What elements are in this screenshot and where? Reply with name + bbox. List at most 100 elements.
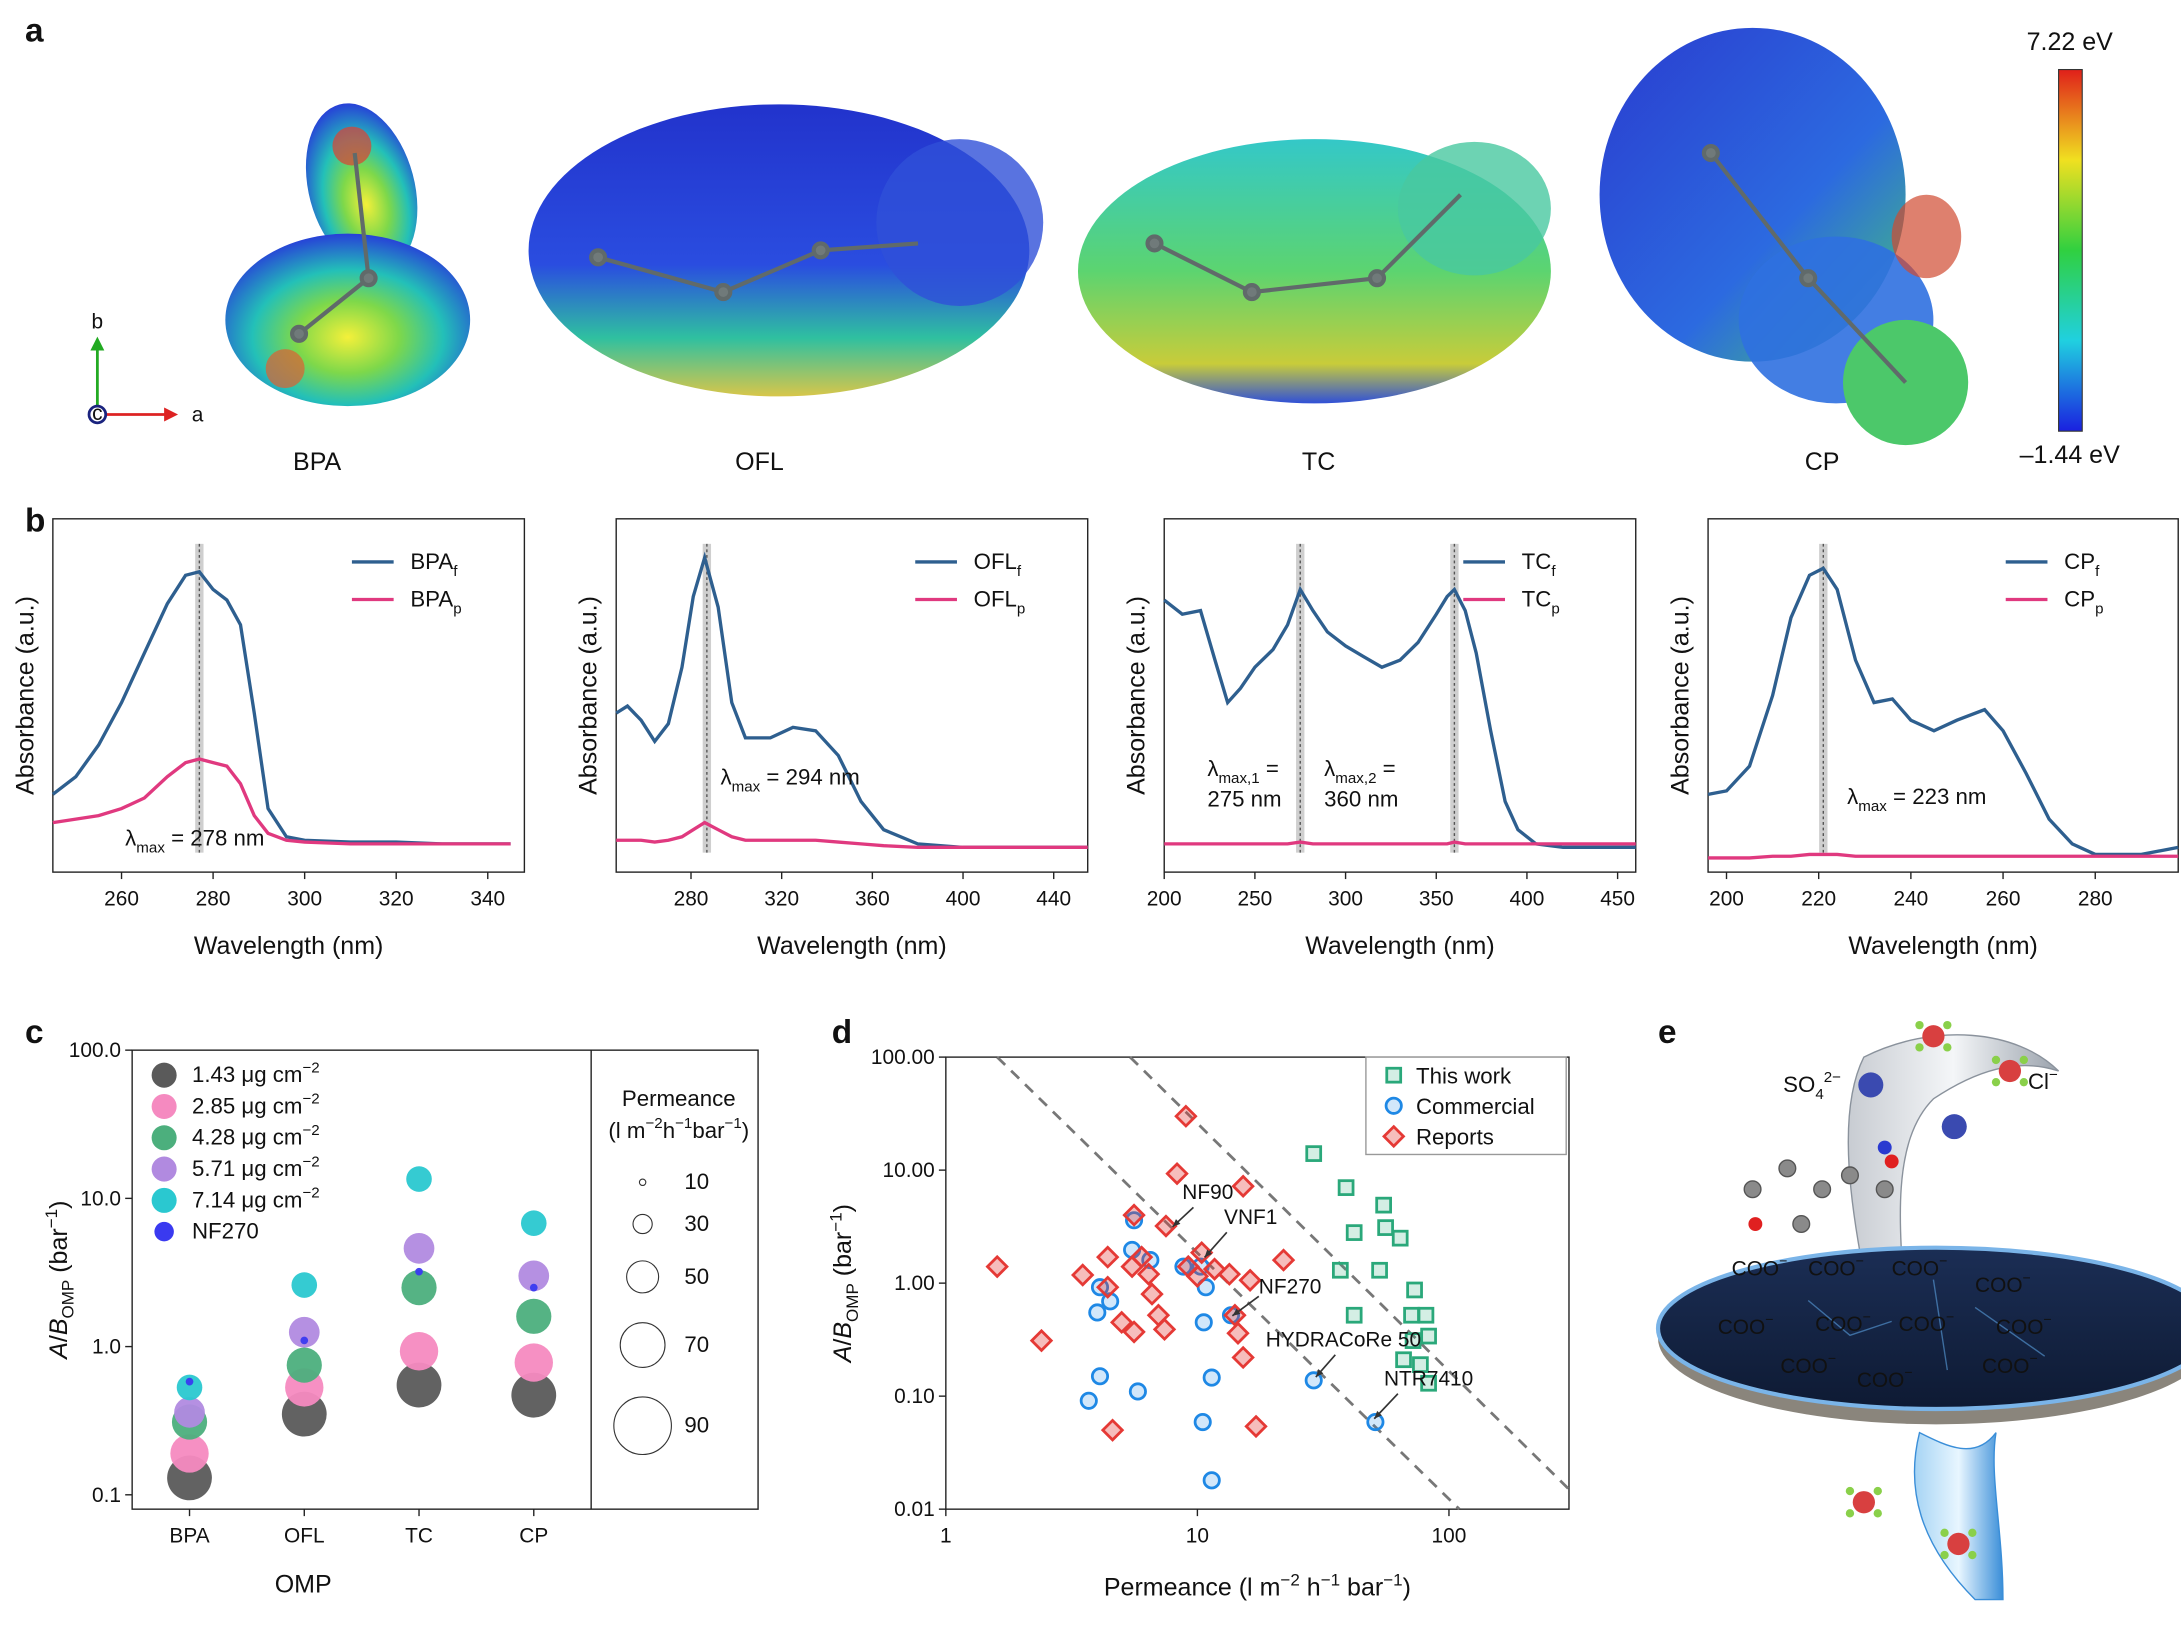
legend-label: CPf (2064, 549, 2100, 580)
point (1371, 1261, 1388, 1279)
text-part: ) (1403, 1573, 1411, 1601)
colorbar-label: 7.22 eV (2027, 28, 2114, 56)
bubble (520, 1210, 547, 1236)
legend-label: This work (1416, 1064, 1512, 1089)
text-part: max (1858, 798, 1887, 815)
bubble (288, 1316, 320, 1348)
text-part: COO (1732, 1257, 1780, 1280)
bubble (516, 1298, 552, 1334)
colorbar-label: –1.44 eV (2020, 441, 2120, 469)
legend-label: TCf (1522, 549, 1557, 580)
text-part: 5.71 μg cm (192, 1156, 303, 1181)
annotation: λmax = 223 nm (1847, 784, 1986, 815)
text-part: λ (1847, 784, 1858, 809)
text-part: h (1300, 1573, 1321, 1601)
text-part: SO (1783, 1072, 1815, 1097)
size-legend-circle (619, 1322, 666, 1368)
text-part: Permeance (l m (1104, 1573, 1281, 1601)
ion-label: Cl− (2028, 1066, 2058, 1094)
x-tick-label: 400 (1510, 887, 1545, 910)
molecule-name: OFL (735, 448, 784, 476)
bubble (291, 1272, 318, 1298)
x-tick-label: 1 (940, 1525, 952, 1548)
bubble (514, 1343, 553, 1382)
group-label: COO− (1732, 1254, 1788, 1281)
text-part: = (1260, 756, 1279, 781)
point (985, 1254, 1009, 1279)
bubble (399, 1332, 439, 1371)
legend-label: NF270 (192, 1219, 259, 1244)
x-axis-label: Wavelength (nm) (1848, 932, 2038, 960)
text-part: −2 (302, 1153, 319, 1170)
point (1109, 1310, 1134, 1335)
y-axis-label: Absorbance (a.u.) (1123, 596, 1151, 795)
point (1406, 1281, 1423, 1299)
trend-line (996, 1056, 1461, 1511)
group-label: COO− (1899, 1309, 1955, 1336)
size-legend-label: 50 (684, 1264, 709, 1289)
point (1193, 1413, 1212, 1432)
annotation: VNF1 (1224, 1206, 1277, 1229)
x-tick-label: 300 (287, 887, 322, 910)
text-part: − (2043, 1312, 2051, 1328)
x-axis-label: OMP (275, 1571, 332, 1599)
text-part: BPA (410, 549, 453, 574)
text-part: − (1946, 1309, 1954, 1325)
axis-label: a (192, 403, 204, 426)
group-label: COO− (1780, 1351, 1836, 1378)
series-line (51, 569, 511, 846)
x-tick-label: 300 (1328, 887, 1363, 910)
text-part: −1 (675, 1115, 692, 1132)
legend-swatch (151, 1093, 177, 1120)
text-part: −1 (42, 1209, 61, 1228)
axis-label: c (92, 402, 102, 425)
legend-label: 2.85 μg cm−2 (192, 1091, 320, 1119)
size-legend-unit: (l m−2h−1bar−1) (608, 1115, 749, 1143)
annotation-arrowhead (1374, 1410, 1382, 1419)
annotation: 360 nm (1324, 787, 1398, 812)
x-tick-label: 280 (674, 887, 709, 910)
point (1271, 1248, 1296, 1272)
lambda-band (1450, 543, 1459, 853)
legend-swatch (151, 1187, 177, 1213)
plot-frame (1163, 518, 1637, 873)
annotation: λmax = 278 nm (125, 826, 264, 857)
molecule-name: TC (1302, 448, 1335, 476)
x-tick-label: 450 (1600, 887, 1635, 910)
plot-frame (615, 518, 1089, 873)
text-part: COO (1780, 1355, 1828, 1378)
panel-label: c (25, 1014, 44, 1051)
text-part: −1 (1383, 1571, 1402, 1590)
point (1377, 1219, 1394, 1236)
text-part: 7.14 μg cm (192, 1187, 303, 1212)
text-part: − (1939, 1254, 1947, 1270)
point (1304, 1371, 1323, 1390)
text-part: 1.43 μg cm (192, 1062, 303, 1087)
point (1404, 1332, 1422, 1349)
text-part: B (45, 1318, 73, 1335)
point (1420, 1374, 1437, 1392)
text-part: COO (1899, 1313, 1947, 1336)
x-tick-label: 10 (1186, 1525, 1209, 1548)
text-part: COO (1982, 1355, 2030, 1378)
x-tick-label: BPA (169, 1525, 209, 1548)
annotation: 275 nm (1207, 787, 1281, 812)
group-label: COO− (1815, 1309, 1871, 1336)
annotation: λmax,2 = (1324, 756, 1396, 787)
size-legend-circle (613, 1396, 672, 1456)
point (1165, 1161, 1189, 1186)
legend-label: TCp (1522, 586, 1560, 617)
text-part: −2 (302, 1091, 319, 1108)
x-tick-label: 320 (764, 887, 799, 910)
point (1202, 1368, 1221, 1387)
text-part: λ (125, 826, 136, 851)
x-tick-label: CP (519, 1525, 548, 1548)
text-part: = 223 nm (1887, 784, 1987, 809)
text-part: B (829, 1322, 857, 1339)
text-part: f (453, 563, 458, 580)
y-tick-label: 100.00 (871, 1046, 935, 1069)
text-part: max (732, 778, 761, 795)
panel-label: b (25, 502, 45, 539)
bubble (170, 1434, 209, 1473)
text-part: −2 (302, 1185, 319, 1202)
